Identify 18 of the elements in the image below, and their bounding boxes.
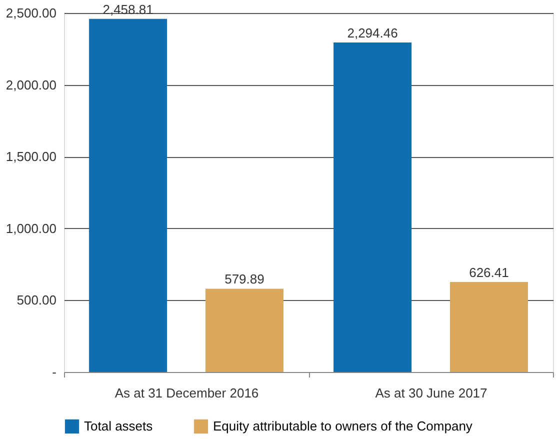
- x-tick-label: As at 31 December 2016: [114, 386, 259, 400]
- y-tick-label: 1,500.00: [6, 149, 56, 164]
- y-tick-label: 2,500.00: [6, 6, 56, 20]
- legend-label: Equity attributable to owners of the Company: [213, 418, 473, 434]
- y-tick-label: 500.00: [16, 292, 56, 308]
- bar: [450, 282, 528, 372]
- data-label: 626.41: [469, 265, 509, 280]
- y-tick-label: 2,000.00: [6, 77, 56, 92]
- y-tick-label: 1,000.00: [6, 220, 56, 236]
- data-label: 2,458.81: [102, 2, 154, 17]
- bar: [205, 288, 284, 372]
- bar: [89, 18, 168, 372]
- y-tick-label: -: [52, 364, 56, 380]
- bar: [334, 42, 412, 372]
- legend-label: Total assets: [84, 418, 154, 434]
- data-label: 579.89: [224, 272, 264, 287]
- data-label: 2,294.46: [347, 26, 398, 41]
- x-tick-label: As at 30 June 2017: [375, 386, 488, 400]
